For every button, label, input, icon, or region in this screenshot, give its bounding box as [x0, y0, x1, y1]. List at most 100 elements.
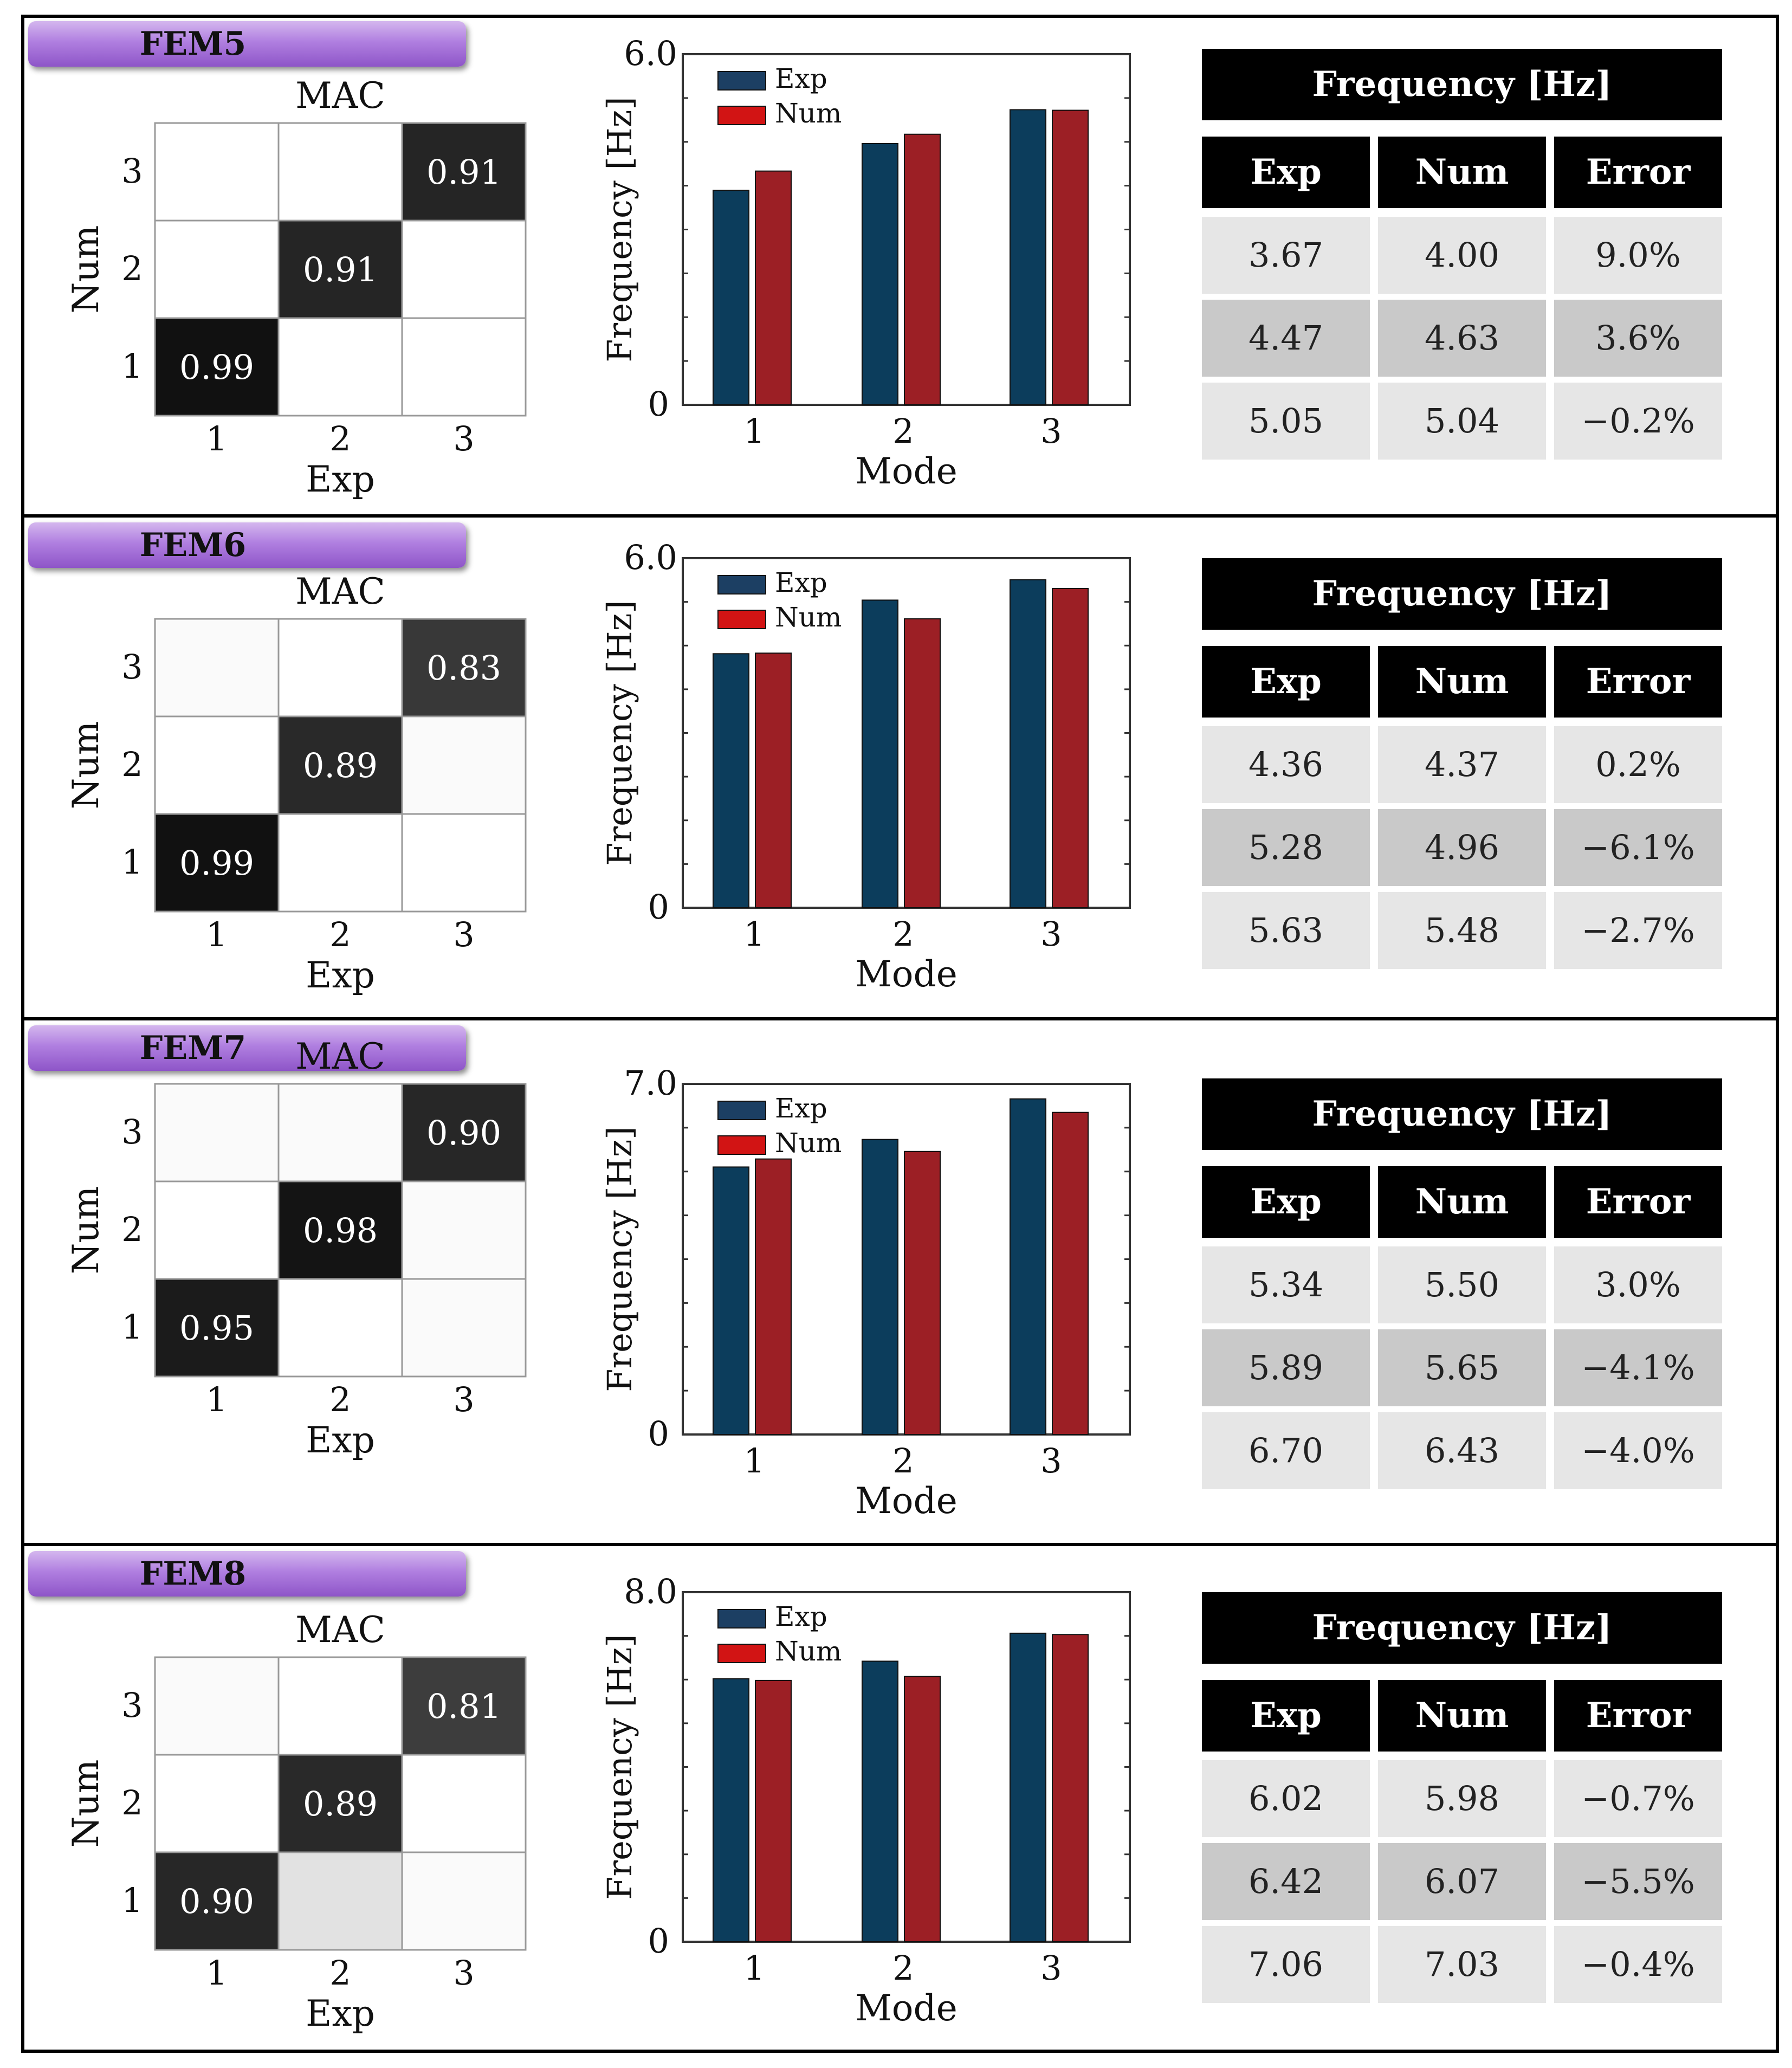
- mac-cell: [154, 618, 280, 718]
- mac-cell: [401, 1851, 527, 1951]
- mac-title: MAC: [295, 1609, 385, 1651]
- legend-swatch: [717, 106, 766, 125]
- legend-swatch: [717, 71, 766, 91]
- bar-x-label: Mode: [855, 1480, 958, 1522]
- table-cell: −4.1%: [1554, 1329, 1722, 1406]
- bar-exp: [713, 653, 749, 909]
- mac-x-label: Exp: [306, 954, 375, 996]
- table-header: Frequency [Hz]: [1202, 1592, 1722, 1664]
- bar-num: [1052, 587, 1089, 908]
- legend-label: Num: [775, 1636, 842, 1667]
- mac-y-tick: 2: [121, 1210, 143, 1249]
- table-cell: 5.65: [1378, 1329, 1546, 1406]
- mac-title: MAC: [295, 571, 385, 612]
- mac-y-label: Num: [65, 721, 107, 810]
- bar-num: [755, 1158, 792, 1435]
- panel-divider: [21, 514, 1779, 518]
- table-column-header: Exp: [1202, 1680, 1370, 1752]
- mac-cell: [154, 715, 280, 815]
- mac-cell-label: 0.89: [303, 1784, 378, 1824]
- mac-x-tick: 1: [206, 419, 227, 458]
- table-header: Frequency [Hz]: [1202, 558, 1722, 630]
- mac-y-tick: 1: [121, 1307, 143, 1347]
- table-cell: 5.04: [1378, 383, 1546, 460]
- mac-y-tick: 2: [121, 249, 143, 288]
- table-cell: 5.50: [1378, 1246, 1546, 1323]
- mac-x-tick: 2: [329, 419, 351, 458]
- bar-exp: [862, 599, 898, 908]
- bar-x-label: Mode: [855, 953, 958, 995]
- bar-exp: [862, 1660, 898, 1942]
- mac-heatmap: MAC 0.95 0.98 0.90 1 1 2 2 3 3 Exp Num: [65, 1036, 527, 1461]
- legend-swatch: [717, 610, 766, 629]
- mac-y-tick: 2: [121, 1783, 143, 1823]
- mac-cell: [401, 1180, 527, 1280]
- table-cell: 4.47: [1202, 300, 1370, 377]
- bar-num: [755, 170, 792, 405]
- mac-cell: [277, 618, 403, 718]
- legend-label: Exp: [775, 1093, 827, 1124]
- bar-x-tick: 2: [892, 411, 914, 451]
- mac-cell: [154, 122, 280, 222]
- table-cell: 5.34: [1202, 1246, 1370, 1323]
- mac-y-label: Num: [65, 1186, 107, 1275]
- bar-x-tick: 2: [892, 1441, 914, 1481]
- mac-cell: [277, 1754, 403, 1853]
- table-cell: 5.63: [1202, 892, 1370, 969]
- panel-title-tag: FEM7: [28, 1025, 466, 1071]
- frequency-bar-chart: 1 2 3 0 6.0 Mode Frequency [Hz] Exp Num: [600, 34, 1131, 492]
- bar-x-tick: 3: [1040, 1441, 1062, 1481]
- bar-exp: [1010, 1632, 1046, 1943]
- legend-swatch: [717, 575, 766, 594]
- table-cell: 3.0%: [1554, 1246, 1722, 1323]
- table-cell: 5.89: [1202, 1329, 1370, 1406]
- panel-title-tag: FEM6: [28, 522, 466, 568]
- bar-x-tick: 1: [743, 1441, 765, 1481]
- mac-cell-label: 0.91: [303, 250, 378, 289]
- mac-cell: [401, 1656, 527, 1756]
- mac-heatmap: MAC 0.99 0.89 0.83 1 1 2 2 3 3 Exp Num: [65, 571, 527, 996]
- table-cell: 4.00: [1378, 217, 1546, 294]
- table-cell: 7.03: [1378, 1926, 1546, 2003]
- frequency-bar-chart: 1 2 3 0 8.0 Mode Frequency [Hz] Exp Num: [600, 1572, 1131, 2029]
- mac-cell: [277, 122, 403, 222]
- table-column-header: Error: [1554, 1166, 1722, 1238]
- mac-x-tick: 1: [206, 915, 227, 954]
- bar-y-tick: 8.0: [624, 1572, 677, 1611]
- mac-y-tick: 1: [121, 1880, 143, 1920]
- mac-cell-label: 0.95: [179, 1308, 254, 1348]
- mac-cell: [277, 813, 403, 913]
- table-column-header: Exp: [1202, 646, 1370, 718]
- table-cell: −5.5%: [1554, 1843, 1722, 1920]
- legend-swatch: [717, 1609, 766, 1628]
- panel-title-tag: FEM8: [28, 1551, 466, 1597]
- mac-x-tick: 3: [453, 915, 474, 954]
- legend-label: Exp: [775, 1601, 827, 1632]
- table-cell: 5.05: [1202, 383, 1370, 460]
- bar-num: [904, 618, 941, 909]
- panel-title: FEM7: [139, 1029, 247, 1067]
- table-column-header: Num: [1378, 137, 1546, 208]
- bar-exp: [1010, 1098, 1046, 1435]
- table-cell: 6.43: [1378, 1412, 1546, 1489]
- table-column-header: Error: [1554, 646, 1722, 718]
- bar-exp: [1010, 579, 1046, 908]
- mac-cell-label: 0.99: [179, 347, 254, 387]
- bar-x-tick: 3: [1040, 411, 1062, 451]
- mac-cell-label: 0.99: [179, 843, 254, 883]
- table-cell: 4.63: [1378, 300, 1546, 377]
- mac-cell: [154, 219, 280, 319]
- table-column-header: Exp: [1202, 137, 1370, 208]
- bar-x-label: Mode: [855, 450, 958, 492]
- legend-label: Num: [775, 602, 842, 633]
- bar-x-tick: 3: [1040, 1948, 1062, 1988]
- table-column-header: Num: [1378, 646, 1546, 718]
- frequency-table: Frequency [Hz] Exp Num Error 3.67 4.00 9.0% 4.4…: [1202, 49, 1722, 461]
- bar-y-tick: 6.0: [624, 538, 677, 577]
- panel-title-tag: FEM5: [28, 21, 466, 67]
- mac-cell-label: 0.91: [426, 152, 501, 192]
- bar-exp: [713, 1678, 749, 1942]
- mac-cell: [401, 813, 527, 913]
- mac-cell: [277, 317, 403, 417]
- bar-y-label: Frequency [Hz]: [600, 600, 639, 865]
